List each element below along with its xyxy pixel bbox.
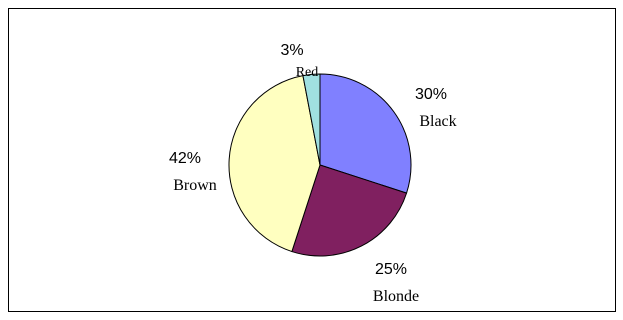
pie-slice-blonde <box>291 164 408 257</box>
slice-percent-label-brown: 42% <box>169 150 201 167</box>
slice-percent-label-blonde: 25% <box>375 261 407 278</box>
pie-slices <box>228 73 412 257</box>
slice-category-label-black: Black <box>419 113 456 130</box>
slice-percent-label-black: 30% <box>415 86 447 103</box>
slice-category-label-red: Red <box>296 65 319 80</box>
slice-percent-label-red: 3% <box>280 42 303 59</box>
pie-slice-black <box>319 73 412 194</box>
pie-slice-brown <box>228 75 321 253</box>
slice-category-label-brown: Brown <box>173 177 217 194</box>
slice-category-label-blonde: Blonde <box>373 288 419 305</box>
pie-slice-red <box>302 73 321 166</box>
